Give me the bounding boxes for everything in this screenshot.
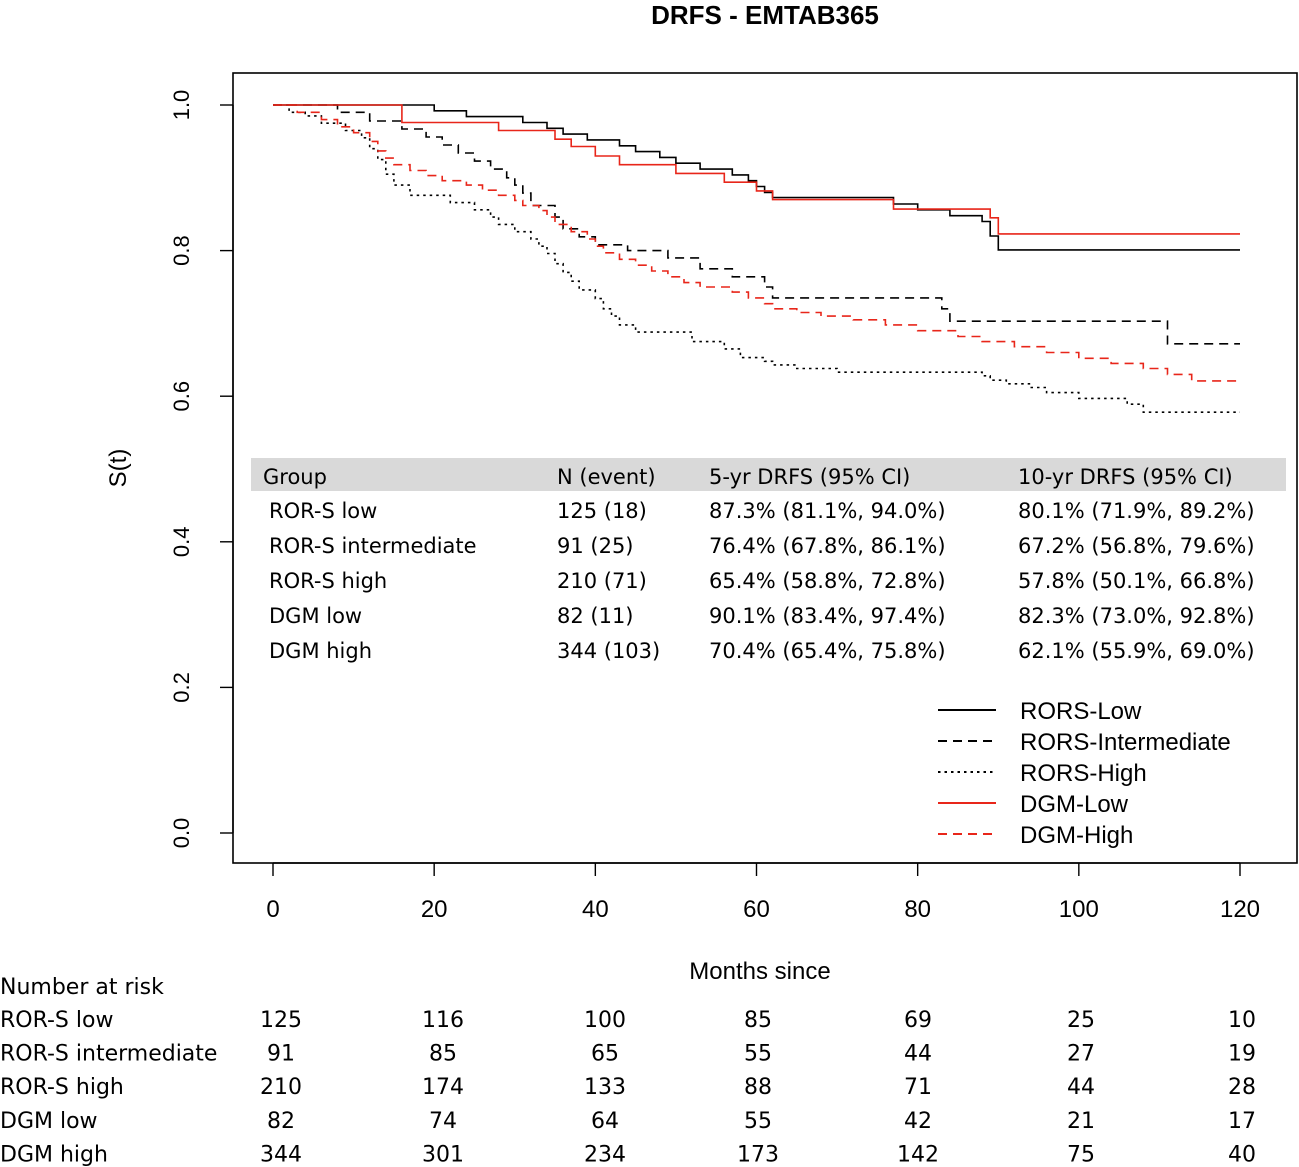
- risk-value: 44: [904, 1042, 932, 1067]
- y-tick-label: 0.8: [169, 235, 194, 266]
- risk-value: 65: [591, 1042, 619, 1067]
- summary-cell: 210 (71): [557, 569, 647, 593]
- summary-header-cell: 5-yr DRFS (95% CI): [709, 465, 910, 489]
- legend-label: RORS-High: [1020, 760, 1147, 787]
- x-tick-label: 80: [904, 896, 931, 923]
- legend-label: DGM-High: [1020, 822, 1133, 849]
- y-tick-label: 0.6: [169, 381, 194, 412]
- summary-header-band: [251, 458, 1286, 491]
- risk-value: 64: [591, 1109, 619, 1134]
- y-tick-label: 1.0: [169, 90, 194, 121]
- risk-value: 10: [1228, 1008, 1256, 1033]
- risk-value: 133: [584, 1075, 626, 1100]
- risk-value: 174: [422, 1075, 464, 1100]
- summary-cell: 82 (11): [557, 604, 634, 628]
- risk-value: 17: [1228, 1109, 1256, 1134]
- summary-cell: 62.1% (55.9%, 69.0%): [1018, 639, 1255, 663]
- summary-cell: 70.4% (65.4%, 75.8%): [709, 639, 946, 663]
- risk-value: 142: [897, 1142, 939, 1167]
- y-axis: 0.0 0.2 0.4 0.6 0.8 1.0: [169, 90, 234, 849]
- summary-header-cell: 10-yr DRFS (95% CI): [1018, 465, 1233, 489]
- x-tick-label: 0: [266, 896, 279, 923]
- risk-value: 69: [904, 1008, 932, 1033]
- summary-cell: 76.4% (67.8%, 86.1%): [709, 534, 946, 558]
- risk-value: 116: [422, 1008, 464, 1033]
- risk-value: 210: [260, 1075, 302, 1100]
- summary-cell: 344 (103): [557, 639, 660, 663]
- risk-value: 71: [904, 1075, 932, 1100]
- summary-cell: 87.3% (81.1%, 94.0%): [709, 499, 946, 523]
- survival-curves: [273, 104, 1240, 413]
- risk-value: 55: [744, 1109, 772, 1134]
- summary-header-cell: N (event): [557, 465, 656, 489]
- risk-value: 19: [1228, 1042, 1256, 1067]
- series-line-rors-intermediate: [273, 104, 1240, 345]
- x-axis: 0 20 40 60 80 100 120: [266, 862, 1260, 923]
- summary-cell: 125 (18): [557, 499, 647, 523]
- summary-cell: 82.3% (73.0%, 92.8%): [1018, 604, 1255, 628]
- risk-value: 85: [744, 1008, 772, 1033]
- series-line-dgm-high: [273, 104, 1240, 382]
- risk-value: 40: [1228, 1142, 1256, 1167]
- risk-value: 82: [267, 1109, 295, 1134]
- risk-value: 55: [744, 1042, 772, 1067]
- x-tick-label: 120: [1220, 896, 1260, 923]
- series-line-rors-high: [273, 104, 1240, 413]
- risk-value: 27: [1067, 1042, 1095, 1067]
- summary-cell: 57.8% (50.1%, 66.8%): [1018, 569, 1255, 593]
- risk-value: 74: [429, 1109, 457, 1134]
- risk-value: 91: [267, 1042, 295, 1067]
- legend-label: RORS-Intermediate: [1020, 729, 1231, 756]
- risk-value: 88: [744, 1075, 772, 1100]
- summary-cell: 80.1% (71.9%, 89.2%): [1018, 499, 1255, 523]
- summary-cell: 91 (25): [557, 534, 634, 558]
- risk-row-label: DGM high: [0, 1142, 108, 1167]
- x-tick-label: 20: [421, 896, 448, 923]
- y-tick-label: 0.2: [169, 672, 194, 703]
- risk-value: 125: [260, 1008, 302, 1033]
- risk-row-label: ROR-S intermediate: [0, 1042, 217, 1067]
- series-line-dgm-low: [273, 104, 1240, 235]
- y-tick-label: 0.0: [169, 818, 194, 849]
- risk-row-label: ROR-S high: [0, 1075, 124, 1100]
- risk-value: 25: [1067, 1008, 1095, 1033]
- summary-cell: 90.1% (83.4%, 97.4%): [709, 604, 946, 628]
- risk-value: 42: [904, 1109, 932, 1134]
- risk-value: 28: [1228, 1075, 1256, 1100]
- legend-label: RORS-Low: [1020, 698, 1142, 725]
- x-tick-label: 100: [1059, 896, 1099, 923]
- risk-value: 234: [584, 1142, 626, 1167]
- number-at-risk-table: Number at risk ROR-S low 125 116 100 85 69 25 10…: [0, 975, 1256, 1167]
- risk-value: 173: [737, 1142, 779, 1167]
- summary-cell: ROR-S high: [269, 569, 387, 593]
- legend: RORS-Low RORS-Intermediate RORS-High DGM-Lo…: [938, 698, 1231, 849]
- risk-value: 100: [584, 1008, 626, 1033]
- summary-cell: 65.4% (58.8%, 72.8%): [709, 569, 946, 593]
- x-tick-label: 40: [582, 896, 609, 923]
- risk-value: 44: [1067, 1075, 1095, 1100]
- risk-value: 75: [1067, 1142, 1095, 1167]
- risk-value: 344: [260, 1142, 302, 1167]
- y-tick-label: 0.4: [169, 527, 194, 558]
- summary-cell: 67.2% (56.8%, 79.6%): [1018, 534, 1255, 558]
- summary-table: Group N (event) 5-yr DRFS (95% CI) 10-yr DR…: [251, 458, 1286, 663]
- summary-cell: DGM low: [269, 604, 362, 628]
- y-axis-label: S(t): [105, 449, 132, 488]
- risk-value: 301: [422, 1142, 464, 1167]
- risk-value: 21: [1067, 1109, 1095, 1134]
- chart-title: DRFS - EMTAB365: [651, 0, 879, 30]
- series-line-rors-low: [273, 104, 1240, 251]
- x-axis-label: Months since: [689, 958, 830, 985]
- risk-row-label: ROR-S low: [0, 1008, 113, 1033]
- risk-table-title: Number at risk: [0, 975, 164, 1000]
- summary-cell: DGM high: [269, 639, 372, 663]
- risk-row-label: DGM low: [0, 1109, 98, 1134]
- summary-cell: ROR-S low: [269, 499, 377, 523]
- risk-value: 85: [429, 1042, 457, 1067]
- legend-label: DGM-Low: [1020, 791, 1129, 818]
- summary-cell: ROR-S intermediate: [269, 534, 477, 558]
- summary-header-cell: Group: [263, 465, 327, 489]
- x-tick-label: 60: [743, 896, 770, 923]
